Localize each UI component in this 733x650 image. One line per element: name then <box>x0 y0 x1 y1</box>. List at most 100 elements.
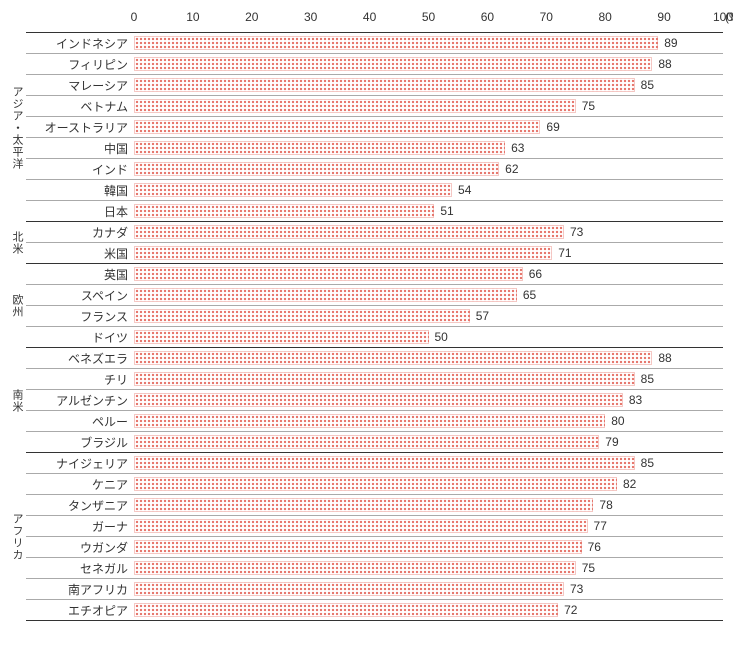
country-label: インドネシア <box>26 35 134 52</box>
value-label: 83 <box>629 393 642 407</box>
bar <box>134 162 499 176</box>
bar <box>134 225 564 239</box>
axis-tick: 0 <box>131 10 138 24</box>
bar <box>134 183 452 197</box>
table-row: インドネシア 89 <box>26 33 723 54</box>
table-row: ガーナ77 <box>26 516 723 537</box>
value-label: 76 <box>588 540 601 554</box>
bar <box>134 435 599 449</box>
axis-tick: 70 <box>540 10 553 24</box>
country-label: インド <box>26 161 134 178</box>
bar <box>134 603 558 617</box>
value-label: 54 <box>458 183 471 197</box>
group-label: 南米 <box>10 348 24 453</box>
country-label: ドイツ <box>26 329 134 346</box>
value-label: 78 <box>599 498 612 512</box>
bar <box>134 456 635 470</box>
value-label: 66 <box>529 267 542 281</box>
country-label: フィリピン <box>26 56 134 73</box>
axis-tick: 80 <box>599 10 612 24</box>
country-label: チリ <box>26 371 134 388</box>
value-label: 75 <box>582 99 595 113</box>
table-row: インド 62 <box>26 159 723 180</box>
value-label: 50 <box>435 330 448 344</box>
axis-tick: 10 <box>186 10 199 24</box>
country-label: オーストラリア <box>26 119 134 136</box>
value-label: 85 <box>641 456 654 470</box>
table-row: タンザニア 78 <box>26 495 723 516</box>
bar <box>134 99 576 113</box>
axis-unit-label: (%) <box>725 10 733 24</box>
country-label: 英国 <box>26 266 134 283</box>
table-row: アルゼンチン 83 <box>26 390 723 411</box>
country-label: タンザニア <box>26 497 134 514</box>
group: アジア・太平洋インドネシア89フィリピン88マレーシア85ベトナム75オーストラ… <box>10 33 723 222</box>
table-row: ベトナム 75 <box>26 96 723 117</box>
value-label: 65 <box>523 288 536 302</box>
bar <box>134 246 552 260</box>
country-label: ブラジル <box>26 434 134 451</box>
value-label: 62 <box>505 162 518 176</box>
country-label: 米国 <box>26 245 134 262</box>
group-label: アフリカ <box>10 453 24 621</box>
bar <box>134 309 470 323</box>
value-label: 88 <box>658 57 671 71</box>
country-label: ペルー <box>26 413 134 430</box>
table-row: オーストラリア69 <box>26 117 723 138</box>
table-row: エチオピア 72 <box>26 600 723 621</box>
country-label: マレーシア <box>26 77 134 94</box>
value-label: 71 <box>558 246 571 260</box>
value-label: 72 <box>564 603 577 617</box>
table-row: 米国 71 <box>26 243 723 264</box>
value-label: 89 <box>664 36 677 50</box>
table-row: ベネズエラ88 <box>26 348 723 369</box>
table-row: スペイン65 <box>26 285 723 306</box>
axis-tick: 50 <box>422 10 435 24</box>
value-label: 80 <box>611 414 624 428</box>
value-label: 82 <box>623 477 636 491</box>
group: 南米ベネズエラ88チリ85アルゼンチン83ペルー80ブラジル79 <box>10 348 723 453</box>
bar <box>134 120 540 134</box>
group: 欧州英国66スペイン65フランス57ドイツ50 <box>10 264 723 348</box>
horizontal-bar-chart: 0102030405060708090100(%) アジア・太平洋インドネシア8… <box>10 10 723 621</box>
value-label: 79 <box>605 435 618 449</box>
value-label: 57 <box>476 309 489 323</box>
axis-tick: 40 <box>363 10 376 24</box>
bar <box>134 36 658 50</box>
country-label: ケニア <box>26 476 134 493</box>
bar <box>134 351 652 365</box>
table-row: ケニア 82 <box>26 474 723 495</box>
group: 北米カナダ73 米国 71 <box>10 222 723 264</box>
table-row: 日本 51 <box>26 201 723 222</box>
table-row: カナダ73 <box>26 222 723 243</box>
country-label: ベトナム <box>26 98 134 115</box>
axis-tick: 90 <box>657 10 670 24</box>
bar <box>134 372 635 386</box>
value-label: 51 <box>440 204 453 218</box>
country-label: ウガンダ <box>26 539 134 556</box>
country-label: エチオピア <box>26 602 134 619</box>
table-row: ドイツ 50 <box>26 327 723 348</box>
axis-tick: 20 <box>245 10 258 24</box>
table-row: フィリピン 88 <box>26 54 723 75</box>
country-label: ガーナ <box>26 518 134 535</box>
country-label: 中国 <box>26 140 134 157</box>
table-row: 英国 66 <box>26 264 723 285</box>
bar <box>134 288 517 302</box>
bar <box>134 561 576 575</box>
bar <box>134 204 434 218</box>
bar <box>134 582 564 596</box>
country-label: セネガル <box>26 560 134 577</box>
group-label: 北米 <box>10 222 24 264</box>
value-label: 63 <box>511 141 524 155</box>
table-row: ナイジェリア85 <box>26 453 723 474</box>
country-label: カナダ <box>26 224 134 241</box>
table-row: ブラジル 79 <box>26 432 723 453</box>
table-row: ウガンダ 76 <box>26 537 723 558</box>
country-label: フランス <box>26 308 134 325</box>
value-label: 73 <box>570 582 583 596</box>
table-row: フランス 57 <box>26 306 723 327</box>
country-label: アルゼンチン <box>26 392 134 409</box>
value-label: 75 <box>582 561 595 575</box>
country-label: 日本 <box>26 203 134 220</box>
